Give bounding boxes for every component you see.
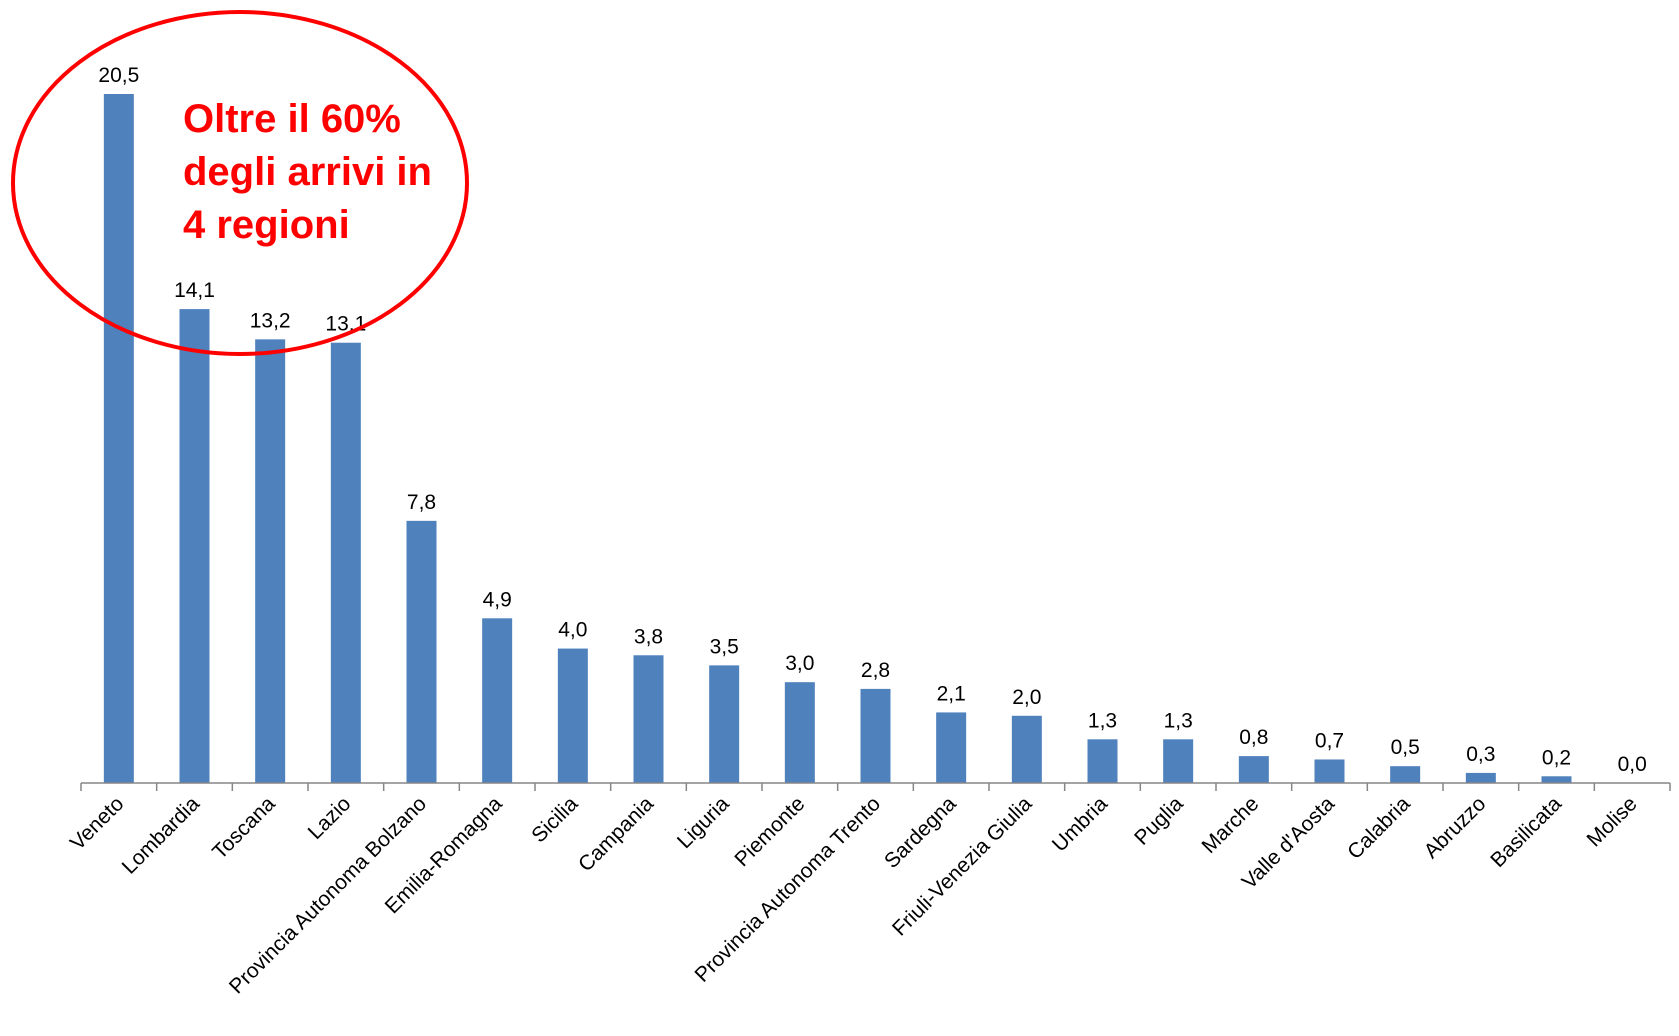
bar-19 bbox=[1465, 772, 1496, 783]
category-label-19: Abruzzo bbox=[1420, 792, 1491, 863]
value-label-20: 0,2 bbox=[1542, 746, 1571, 769]
value-label-8: 3,8 bbox=[634, 625, 663, 648]
category-label-20: Basilicata bbox=[1486, 792, 1566, 872]
category-label-16: Marche bbox=[1198, 792, 1264, 858]
category-label-13: Friuli-Venezia Giulia bbox=[888, 792, 1037, 941]
value-label-19: 0,3 bbox=[1466, 743, 1495, 766]
category-label-1: Veneto bbox=[66, 792, 129, 855]
value-label-11: 2,8 bbox=[861, 659, 890, 682]
annotation-line-2: degli arrivi in bbox=[183, 150, 432, 194]
value-label-6: 4,9 bbox=[483, 588, 512, 611]
category-label-14: Umbria bbox=[1048, 792, 1112, 856]
value-label-12: 2,1 bbox=[937, 682, 966, 705]
category-label-12: Sardegna bbox=[880, 792, 961, 873]
category-label-7: Sicilia bbox=[527, 792, 582, 847]
category-label-10: Piemonte bbox=[730, 792, 809, 871]
bar-4 bbox=[330, 342, 361, 783]
bar-2 bbox=[179, 309, 210, 783]
bar-18 bbox=[1390, 766, 1421, 783]
value-label-18: 0,5 bbox=[1391, 736, 1420, 759]
annotation-line-3: 4 regioni bbox=[183, 203, 350, 247]
value-label-9: 3,5 bbox=[710, 635, 739, 658]
bar-3 bbox=[255, 339, 286, 783]
annotation-line-1: Oltre il 60% bbox=[183, 97, 401, 141]
bar-12 bbox=[936, 712, 967, 783]
value-label-1: 20,5 bbox=[98, 64, 139, 87]
bar-8 bbox=[633, 655, 664, 783]
value-label-13: 2,0 bbox=[1012, 686, 1041, 709]
value-label-21: 0,0 bbox=[1618, 753, 1647, 776]
category-label-15: Puglia bbox=[1130, 792, 1188, 850]
highlight-ellipse bbox=[11, 10, 469, 356]
category-label-4: Lazio bbox=[304, 792, 356, 844]
category-label-21: Molise bbox=[1583, 792, 1642, 851]
value-label-2: 14,1 bbox=[174, 279, 215, 302]
value-label-15: 1,3 bbox=[1164, 709, 1193, 732]
category-label-2: Lombardia bbox=[118, 792, 205, 879]
bar-17 bbox=[1314, 759, 1345, 783]
bar-5 bbox=[406, 520, 437, 783]
bar-7 bbox=[557, 648, 588, 783]
value-label-7: 4,0 bbox=[558, 619, 587, 642]
bar-1 bbox=[103, 94, 134, 783]
category-label-18: Calabria bbox=[1343, 792, 1415, 864]
value-label-16: 0,8 bbox=[1239, 726, 1268, 749]
category-label-8: Campania bbox=[574, 792, 658, 876]
bar-15 bbox=[1163, 739, 1194, 783]
value-label-14: 1,3 bbox=[1088, 709, 1117, 732]
x-axis-ticks bbox=[80, 783, 1671, 791]
category-label-9: Liguria bbox=[673, 792, 734, 853]
bar-10 bbox=[784, 682, 815, 783]
bar-16 bbox=[1238, 756, 1269, 783]
value-labels-group: 20,514,113,2 13,17,84,94,0 3,8 3,53,0 2,82,1… bbox=[98, 64, 1646, 776]
category-label-3: Toscana bbox=[208, 792, 280, 864]
bar-11 bbox=[860, 688, 891, 783]
bar-14 bbox=[1087, 739, 1118, 783]
value-label-5: 7,8 bbox=[407, 491, 436, 514]
bar-9 bbox=[709, 665, 740, 783]
bars-group bbox=[103, 94, 1572, 783]
bar-20 bbox=[1541, 776, 1572, 783]
value-label-10: 3,0 bbox=[785, 652, 814, 675]
value-label-17: 0,7 bbox=[1315, 729, 1344, 752]
bar-13 bbox=[1011, 715, 1042, 783]
value-label-3: 13,2 bbox=[250, 309, 291, 332]
bar-6 bbox=[482, 618, 513, 783]
